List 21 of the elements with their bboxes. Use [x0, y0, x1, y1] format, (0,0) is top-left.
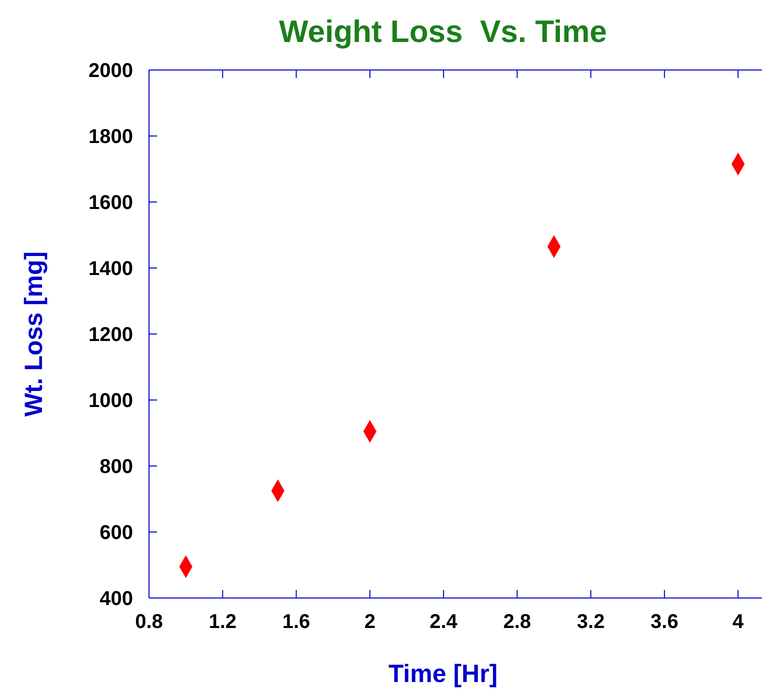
x-axis-title: Time [Hr]: [388, 660, 498, 688]
x-tick-label: 1.6: [282, 611, 310, 633]
y-tick-label: 600: [100, 522, 133, 544]
x-tick-label: 2.4: [430, 611, 458, 633]
x-tick-label: 0.8: [135, 611, 163, 633]
y-tick-label: 1600: [88, 192, 133, 214]
x-tick-label: 4: [732, 611, 745, 633]
y-tick-label: 1000: [88, 390, 133, 412]
chart-title: Weight Loss Vs. Time: [279, 14, 607, 49]
y-tick-label: 400: [100, 588, 133, 610]
y-tick-label: 1200: [88, 324, 133, 346]
y-tick-label: 800: [100, 456, 133, 478]
y-tick-label: 1800: [88, 126, 133, 148]
x-tick-label: 1.2: [208, 611, 237, 633]
x-tick-label: 2: [364, 611, 376, 633]
x-tick-label: 2.8: [503, 611, 532, 633]
y-tick-label: 2000: [88, 60, 133, 82]
x-tick-label: 3.6: [650, 611, 678, 633]
x-tick-label: 3.2: [576, 611, 605, 633]
y-tick-label: 1400: [88, 258, 133, 280]
y-axis-title: Wt. Loss [mg]: [20, 251, 48, 417]
